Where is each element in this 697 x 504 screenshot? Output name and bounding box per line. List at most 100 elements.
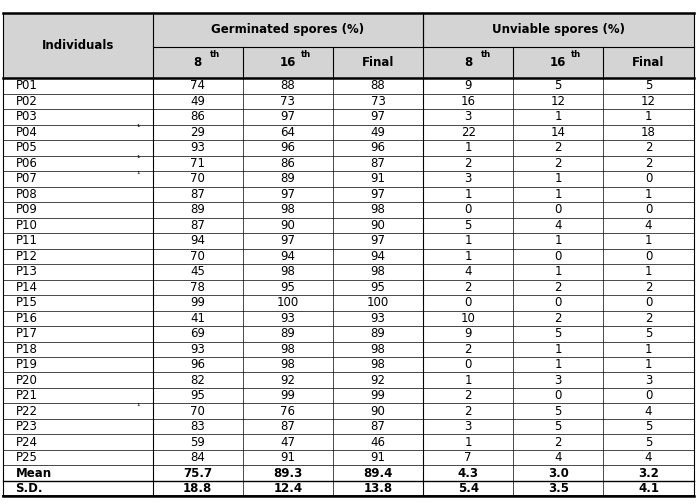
Text: 70: 70 bbox=[190, 250, 205, 263]
Text: 86: 86 bbox=[280, 157, 296, 170]
Text: 1: 1 bbox=[645, 234, 652, 247]
Text: 49: 49 bbox=[371, 126, 385, 139]
Text: 1: 1 bbox=[645, 265, 652, 278]
Text: 97: 97 bbox=[371, 234, 385, 247]
Text: 3: 3 bbox=[555, 374, 562, 387]
Text: ¹: ¹ bbox=[137, 123, 140, 132]
Text: 88: 88 bbox=[280, 79, 296, 92]
Text: 2: 2 bbox=[555, 141, 562, 154]
Text: 5: 5 bbox=[555, 405, 562, 418]
Text: 93: 93 bbox=[190, 343, 205, 356]
Text: 5: 5 bbox=[555, 327, 562, 340]
Text: 86: 86 bbox=[190, 110, 205, 123]
Text: 12: 12 bbox=[641, 95, 656, 108]
Text: 2: 2 bbox=[645, 157, 652, 170]
Text: P07: P07 bbox=[15, 172, 37, 185]
Text: 100: 100 bbox=[367, 296, 389, 309]
Text: 69: 69 bbox=[190, 327, 205, 340]
Text: 91: 91 bbox=[371, 451, 385, 464]
Text: 47: 47 bbox=[280, 436, 296, 449]
Text: 1: 1 bbox=[464, 436, 472, 449]
Bar bbox=[423, 47, 694, 78]
Text: Individuals: Individuals bbox=[42, 39, 114, 52]
Text: 97: 97 bbox=[280, 188, 296, 201]
Text: 98: 98 bbox=[371, 343, 385, 356]
Text: 93: 93 bbox=[371, 312, 385, 325]
Text: 98: 98 bbox=[280, 358, 296, 371]
Text: 5: 5 bbox=[645, 436, 652, 449]
Bar bbox=[423, 13, 694, 47]
Text: P23: P23 bbox=[15, 420, 37, 433]
Text: 89: 89 bbox=[371, 327, 385, 340]
Text: 87: 87 bbox=[190, 188, 205, 201]
Text: 70: 70 bbox=[190, 405, 205, 418]
Text: ¹: ¹ bbox=[137, 402, 140, 411]
Text: 0: 0 bbox=[464, 358, 472, 371]
Text: 22: 22 bbox=[461, 126, 475, 139]
Text: 1: 1 bbox=[555, 110, 562, 123]
Text: 92: 92 bbox=[371, 374, 385, 387]
Text: 99: 99 bbox=[190, 296, 205, 309]
Text: 12.4: 12.4 bbox=[273, 482, 302, 495]
Text: 91: 91 bbox=[280, 451, 296, 464]
Text: 3: 3 bbox=[464, 110, 472, 123]
Text: 0: 0 bbox=[555, 296, 562, 309]
Text: P01: P01 bbox=[15, 79, 37, 92]
Text: 16: 16 bbox=[550, 56, 567, 69]
Text: 97: 97 bbox=[280, 110, 296, 123]
Text: P12: P12 bbox=[15, 250, 38, 263]
Text: th: th bbox=[481, 49, 491, 58]
Text: 76: 76 bbox=[280, 405, 296, 418]
Text: 2: 2 bbox=[464, 389, 472, 402]
Text: 96: 96 bbox=[280, 141, 296, 154]
Text: P19: P19 bbox=[15, 358, 38, 371]
Text: 91: 91 bbox=[371, 172, 385, 185]
Text: 0: 0 bbox=[645, 172, 652, 185]
Text: 2: 2 bbox=[555, 157, 562, 170]
Text: 5: 5 bbox=[645, 327, 652, 340]
Text: 0: 0 bbox=[645, 389, 652, 402]
Text: 2: 2 bbox=[464, 405, 472, 418]
Text: 94: 94 bbox=[371, 250, 385, 263]
Text: P05: P05 bbox=[15, 141, 37, 154]
Text: 1: 1 bbox=[555, 188, 562, 201]
Text: 46: 46 bbox=[371, 436, 385, 449]
Text: 2: 2 bbox=[645, 141, 652, 154]
Text: 0: 0 bbox=[464, 203, 472, 216]
Text: 1: 1 bbox=[464, 374, 472, 387]
Text: 4: 4 bbox=[464, 265, 472, 278]
Text: 3: 3 bbox=[464, 172, 472, 185]
Text: 89: 89 bbox=[280, 327, 296, 340]
Text: 1: 1 bbox=[645, 110, 652, 123]
Text: 4: 4 bbox=[645, 219, 652, 232]
Text: 0: 0 bbox=[645, 250, 652, 263]
Text: P14: P14 bbox=[15, 281, 38, 294]
Text: P16: P16 bbox=[15, 312, 38, 325]
Text: ¹: ¹ bbox=[137, 154, 140, 163]
Text: 0: 0 bbox=[464, 296, 472, 309]
Text: 3: 3 bbox=[464, 420, 472, 433]
Text: 3.0: 3.0 bbox=[548, 467, 569, 480]
Text: 5: 5 bbox=[555, 420, 562, 433]
Text: 8: 8 bbox=[464, 56, 473, 69]
Text: 90: 90 bbox=[371, 405, 385, 418]
Text: 97: 97 bbox=[371, 110, 385, 123]
Text: P08: P08 bbox=[15, 188, 37, 201]
Text: 5.4: 5.4 bbox=[457, 482, 479, 495]
Text: P15: P15 bbox=[15, 296, 37, 309]
Text: Mean: Mean bbox=[15, 467, 52, 480]
Text: 4: 4 bbox=[645, 451, 652, 464]
Text: P22: P22 bbox=[15, 405, 38, 418]
Text: 0: 0 bbox=[555, 389, 562, 402]
Text: 96: 96 bbox=[371, 141, 385, 154]
Text: 41: 41 bbox=[190, 312, 205, 325]
Text: 45: 45 bbox=[190, 265, 205, 278]
Text: 2: 2 bbox=[645, 312, 652, 325]
Text: Final: Final bbox=[632, 56, 665, 69]
Text: 9: 9 bbox=[464, 79, 472, 92]
Text: 87: 87 bbox=[371, 157, 385, 170]
Bar bbox=[153, 47, 423, 78]
Text: 64: 64 bbox=[280, 126, 296, 139]
Text: Final: Final bbox=[362, 56, 395, 69]
Text: 1: 1 bbox=[555, 234, 562, 247]
